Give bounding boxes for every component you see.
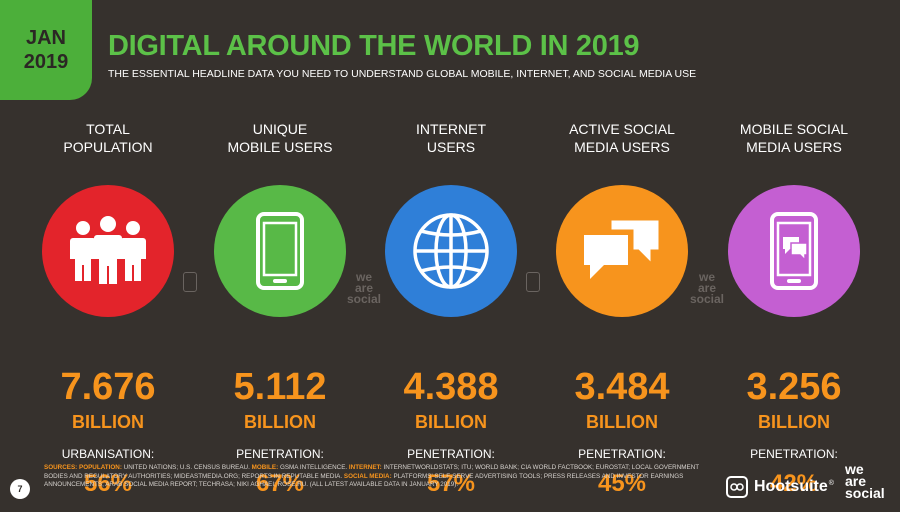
hootsuite-trademark: ®	[828, 479, 834, 487]
globe-icon	[385, 185, 517, 317]
stat-sub-label: URBANISATION:	[61, 447, 155, 461]
stat-unit: BILLION	[586, 412, 658, 432]
stat-percent: 56%	[83, 470, 133, 497]
hootsuite-wordmark: Hootsuite	[754, 478, 828, 495]
stat-label: INTERNET USERS	[416, 121, 486, 155]
stat-sub-label: PENETRATION:	[750, 447, 838, 461]
stat-percent: 45%	[597, 470, 647, 497]
stat-sub-label: PENETRATION:	[578, 447, 666, 461]
stat-percent: 42%	[769, 470, 819, 497]
mobile-phone-icon	[214, 185, 346, 317]
owl-watermark-icon	[183, 272, 197, 292]
page-title: DIGITAL AROUND THE WORLD IN 2019	[108, 30, 640, 62]
we-are-social-logo: we are social	[845, 461, 885, 501]
stat-label: MOBILE SOCIAL MEDIA USERS	[739, 121, 849, 155]
date-badge: JAN 2019	[0, 0, 92, 100]
page-number: 7	[10, 479, 30, 499]
people-icon	[42, 185, 174, 317]
stat-sub-label: PENETRATION:	[407, 447, 495, 461]
stat-percent: 57%	[426, 470, 476, 497]
stat-label: ACTIVE SOCIAL MEDIA USERS	[569, 121, 675, 155]
we-are-social-watermark: we are social	[690, 270, 725, 306]
stat-active-social-media-users: ACTIVE SOCIAL MEDIA USERS 3.484 BILLION …	[537, 120, 707, 497]
stat-value: 7.676	[60, 366, 156, 408]
stat-unique-mobile-users: UNIQUE MOBILE USERS 5.112 BILLION PENETR…	[195, 120, 365, 497]
stat-total-population: TOTAL POPULATION 7.676 BILLION URBANISAT…	[23, 120, 193, 497]
page-subtitle: THE ESSENTIAL HEADLINE DATA YOU NEED TO …	[108, 68, 697, 80]
hootsuite-logo: Hootsuite ®	[726, 476, 834, 498]
hootsuite-owl-icon	[726, 476, 748, 498]
stat-value: 5.112	[233, 366, 327, 408]
stat-unit: BILLION	[758, 412, 830, 432]
stat-mobile-social-media-users: MOBILE SOCIAL MEDIA USERS 3.256 BILLION …	[709, 120, 879, 497]
stat-sub-label: PENETRATION:	[236, 447, 324, 461]
stat-label: UNIQUE MOBILE USERS	[227, 121, 333, 155]
sources-text: SOURCES: POPULATION: UNITED NATIONS; U.S…	[44, 464, 699, 489]
stat-unit: BILLION	[244, 412, 316, 432]
stat-internet-users: INTERNET USERS 4.388 BILLION PENETRATION…	[366, 120, 536, 497]
stat-unit: BILLION	[415, 412, 487, 432]
stat-label: TOTAL POPULATION	[63, 121, 153, 155]
stat-percent: 67%	[255, 470, 305, 497]
we-are-social-watermark: we are social	[347, 270, 382, 306]
badge-year: 2019	[23, 51, 69, 73]
badge-month: JAN	[25, 27, 66, 49]
stat-value: 3.484	[574, 366, 670, 408]
chat-bubbles-icon	[556, 185, 688, 317]
stat-unit: BILLION	[72, 412, 144, 432]
phone-chat-icon	[728, 185, 860, 317]
stat-value: 3.256	[746, 366, 842, 408]
stat-value: 4.388	[403, 366, 499, 408]
owl-watermark-icon	[526, 272, 540, 292]
